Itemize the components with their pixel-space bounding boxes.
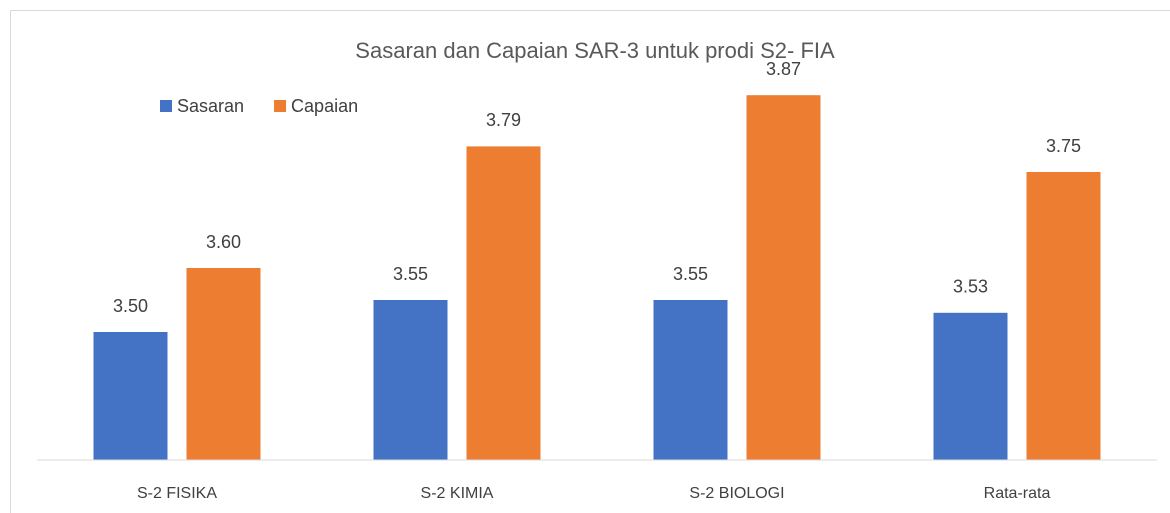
value-label: 3.53 (953, 277, 988, 297)
bar (466, 146, 541, 460)
bar (186, 268, 261, 460)
legend-label: Sasaran (177, 96, 244, 116)
value-label: 3.55 (673, 264, 708, 284)
bar (1026, 172, 1101, 460)
bar (93, 332, 168, 460)
chart-title: Sasaran dan Capaian SAR-3 untuk prodi S2… (355, 38, 835, 63)
x-tick-label: S-2 BIOLOGI (689, 485, 784, 502)
x-tick-label: S-2 FISIKA (137, 485, 217, 502)
value-label: 3.75 (1046, 136, 1081, 156)
x-tick-label: S-2 KIMIA (421, 485, 494, 502)
x-tick-label: Rata-rata (984, 485, 1051, 502)
legend-label: Capaian (291, 96, 358, 116)
bar (746, 95, 821, 460)
bar (653, 300, 728, 460)
bar (373, 300, 448, 460)
value-label: 3.79 (486, 110, 521, 130)
value-label: 3.50 (113, 296, 148, 316)
legend-swatch (160, 100, 172, 112)
value-label: 3.60 (206, 232, 241, 252)
value-label: 3.87 (766, 59, 801, 79)
legend-swatch (274, 100, 287, 112)
value-label: 3.55 (393, 264, 428, 284)
bar (933, 312, 1008, 460)
